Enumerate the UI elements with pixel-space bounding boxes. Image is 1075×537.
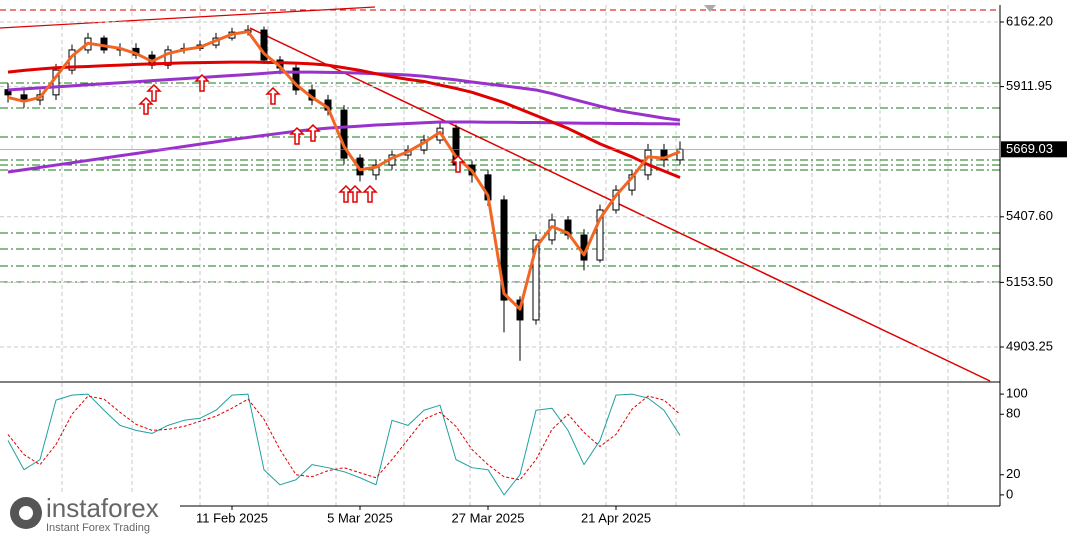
x-tick-label: 27 Mar 2025: [452, 510, 525, 525]
x-tick-label: 5 Mar 2025: [327, 510, 393, 525]
candle-body: [372, 164, 380, 176]
logo: instaforex Instant Forex Trading: [0, 492, 180, 537]
x-tick-label: 11 Feb 2025: [196, 510, 268, 525]
indicator-line: [7, 120, 681, 174]
candle-body: [164, 49, 172, 66]
last-price-label: 5669.03: [1006, 141, 1053, 156]
y-tick-label: 5153.50: [1006, 274, 1053, 289]
y-tick-label: 6162.20: [1006, 13, 1053, 28]
candle-body: [20, 94, 28, 101]
last-price-box: [1001, 141, 1067, 158]
candle-body: [260, 29, 268, 61]
candle-body: [500, 199, 508, 301]
y-tick-label: 0: [1006, 486, 1013, 501]
y-tick-label: 4903.25: [1006, 338, 1053, 353]
y-tick-label: 5911.95: [1006, 78, 1052, 93]
candle-body: [340, 109, 348, 159]
candle-body: [532, 239, 540, 321]
indicator-line: [7, 395, 681, 481]
x-tick-label: 21 Apr 2025: [581, 510, 651, 525]
plot-area: [0, 21, 1000, 496]
logo-name: instaforex: [46, 493, 159, 523]
logo-tagline: Instant Forex Trading: [46, 522, 150, 534]
indicator-line: [7, 70, 681, 122]
y-tick-label: 80: [1006, 406, 1020, 421]
candle-body: [660, 149, 668, 161]
candle-body: [596, 209, 604, 261]
indicator-line: [7, 393, 681, 496]
fractal-arrows: [138, 73, 466, 203]
y-tick-label: 20: [1006, 466, 1020, 481]
indicator-line: [7, 60, 681, 179]
shift-marker: [704, 5, 716, 12]
indicator-line: [7, 30, 681, 311]
y-tick-label: 100: [1006, 386, 1028, 401]
y-tick-label: 5407.60: [1006, 208, 1053, 223]
